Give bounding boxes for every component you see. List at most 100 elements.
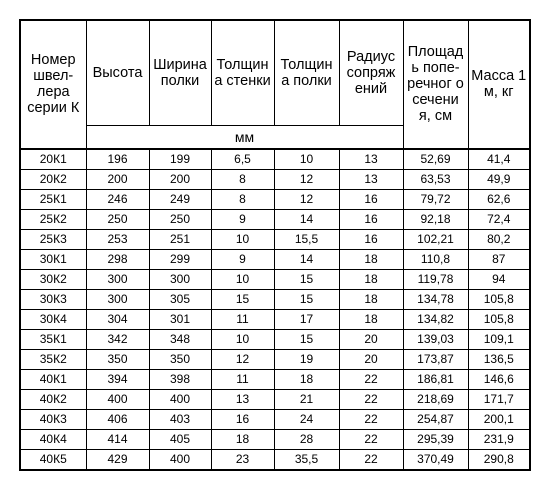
table-cell: 17 [273, 308, 340, 330]
table-cell: 18 [338, 288, 404, 310]
table-cell: 146,6 [467, 368, 531, 390]
table-cell: 250 [148, 208, 212, 230]
table-cell: 30К1 [19, 248, 87, 270]
table-cell: 139,03 [402, 328, 469, 350]
table-cell: 6,5 [210, 147, 275, 170]
table-cell: 10 [210, 328, 275, 350]
table-cell: 196 [85, 147, 150, 170]
table-cell: 300 [148, 268, 212, 290]
table-cell: 40К4 [19, 428, 87, 450]
table-body: 20К1 196 199 6,5 10 13 52,69 41,4 20К2 200 200 8 12 1… [19, 147, 531, 470]
table-cell: 231,9 [467, 428, 531, 450]
table-cell: 14 [273, 248, 340, 270]
table-cell: 16 [338, 188, 404, 210]
col-web-thickness-header: Толщин а стенки [210, 19, 275, 126]
table-cell: 30К4 [19, 308, 87, 330]
table-cell: 62,6 [467, 188, 531, 210]
table-cell: 250 [85, 208, 150, 230]
table-cell: 298 [85, 248, 150, 270]
table-cell: 400 [148, 388, 212, 410]
table-cell: 18 [338, 248, 404, 270]
table-row: 25К3 253 251 10 15,5 16 102,21 80,2 [19, 228, 531, 250]
table-cell: 22 [338, 448, 404, 470]
table-cell: 134,82 [402, 308, 469, 330]
table-cell: 49,9 [467, 168, 531, 190]
table-cell: 370,49 [402, 448, 469, 470]
table-cell: 35К2 [19, 348, 87, 370]
table-cell: 350 [148, 348, 212, 370]
table-cell: 15 [273, 288, 340, 310]
table-cell: 20 [338, 348, 404, 370]
table-cell: 394 [85, 368, 150, 390]
table-cell: 200,1 [467, 408, 531, 430]
table-cell: 23 [210, 448, 275, 470]
table-row: 25К2 250 250 9 14 16 92,18 72,4 [19, 208, 531, 230]
table-cell: 14 [273, 208, 340, 230]
table-cell: 173,87 [402, 348, 469, 370]
unit-mm-header: мм [85, 124, 404, 149]
table-cell: 16 [338, 208, 404, 230]
table-cell: 290,8 [467, 448, 531, 470]
table-cell: 342 [85, 328, 150, 350]
table-row: 25К1 246 249 8 12 16 79,72 62,6 [19, 188, 531, 210]
table-cell: 400 [148, 448, 212, 470]
table-cell: 253 [85, 228, 150, 250]
table-cell: 15,5 [273, 228, 340, 250]
table-cell: 13 [210, 388, 275, 410]
table-cell: 30К2 [19, 268, 87, 290]
table-cell: 20К2 [19, 168, 87, 190]
table-cell: 9 [210, 248, 275, 270]
table-cell: 218,69 [402, 388, 469, 410]
table-cell: 251 [148, 228, 212, 250]
table-cell: 21 [273, 388, 340, 410]
table-cell: 300 [85, 288, 150, 310]
table-cell: 429 [85, 448, 150, 470]
table-cell: 8 [210, 188, 275, 210]
table-cell: 22 [338, 408, 404, 430]
table-cell: 305 [148, 288, 212, 310]
col-height-header: Высота [85, 19, 150, 126]
table-cell: 24 [273, 408, 340, 430]
table-cell: 254,87 [402, 408, 469, 430]
table-row: 40К2 400 400 13 21 22 218,69 171,7 [19, 388, 531, 410]
table-cell: 13 [338, 147, 404, 170]
table-cell: 79,72 [402, 188, 469, 210]
table-row: 35К1 342 348 10 15 20 139,03 109,1 [19, 328, 531, 350]
table-cell: 18 [210, 428, 275, 450]
table-row: 40К4 414 405 18 28 22 295,39 231,9 [19, 428, 531, 450]
table-cell: 12 [210, 348, 275, 370]
table-row: 30К4 304 301 11 17 18 134,82 105,8 [19, 308, 531, 330]
table-cell: 63,53 [402, 168, 469, 190]
table-cell: 406 [85, 408, 150, 430]
table-cell: 19 [273, 348, 340, 370]
table-cell: 11 [210, 368, 275, 390]
table-cell: 246 [85, 188, 150, 210]
col-flange-width-header: Ширина полки [148, 19, 212, 126]
col-area-header: Площад ь попе-речног о сечени я, см [402, 19, 469, 149]
table-cell: 403 [148, 408, 212, 430]
table-cell: 18 [338, 308, 404, 330]
table-cell: 10 [210, 228, 275, 250]
table-cell: 40К1 [19, 368, 87, 390]
table-cell: 199 [148, 147, 212, 170]
table-cell: 295,39 [402, 428, 469, 450]
table-cell: 18 [338, 268, 404, 290]
table-cell: 200 [148, 168, 212, 190]
col-flange-thickness-header: Толщин а полки [273, 19, 340, 126]
table-cell: 25К2 [19, 208, 87, 230]
table-cell: 30К3 [19, 288, 87, 310]
table-cell: 20 [338, 328, 404, 350]
table-cell: 15 [210, 288, 275, 310]
table-cell: 87 [467, 248, 531, 270]
table-cell: 105,8 [467, 288, 531, 310]
table-row: 30К1 298 299 9 14 18 110,8 87 [19, 248, 531, 270]
table-cell: 41,4 [467, 147, 531, 170]
table-cell: 136,5 [467, 348, 531, 370]
table-cell: 186,81 [402, 368, 469, 390]
table-cell: 40К3 [19, 408, 87, 430]
table-cell: 35,5 [273, 448, 340, 470]
col-number-header: Номер швел-лера серии К [19, 19, 87, 149]
table-cell: 22 [338, 428, 404, 450]
table-cell: 15 [273, 328, 340, 350]
table-cell: 301 [148, 308, 212, 330]
